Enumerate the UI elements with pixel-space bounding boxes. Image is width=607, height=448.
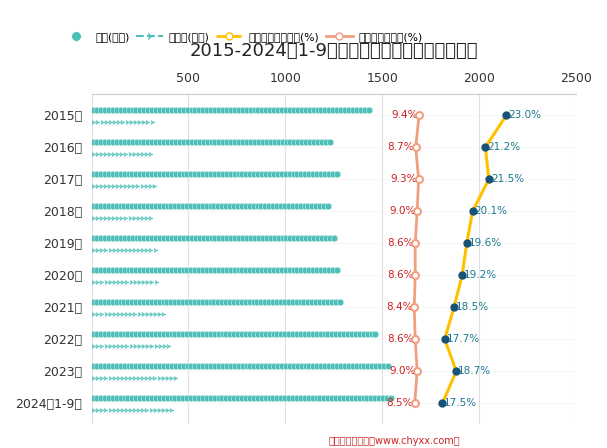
Text: 17.7%: 17.7% bbox=[447, 334, 480, 344]
Text: 20.1%: 20.1% bbox=[475, 206, 507, 216]
Text: 9.4%: 9.4% bbox=[391, 110, 418, 120]
Text: 8.6%: 8.6% bbox=[387, 334, 413, 344]
Text: 9.0%: 9.0% bbox=[389, 206, 416, 216]
Text: 8.5%: 8.5% bbox=[387, 398, 413, 408]
Text: 17.5%: 17.5% bbox=[444, 398, 478, 408]
Text: 8.6%: 8.6% bbox=[387, 270, 413, 280]
Text: 21.5%: 21.5% bbox=[491, 174, 524, 184]
Text: 8.6%: 8.6% bbox=[387, 238, 413, 248]
Text: 21.2%: 21.2% bbox=[487, 142, 520, 152]
Legend: 存货(亿元), 产成品(亿元), 存货占流动资产比(%), 存货占总资产比(%): 存货(亿元), 产成品(亿元), 存货占流动资产比(%), 存货占总资产比(%) bbox=[58, 27, 427, 46]
Text: 19.6%: 19.6% bbox=[469, 238, 502, 248]
Text: 9.0%: 9.0% bbox=[389, 366, 416, 376]
Text: 8.4%: 8.4% bbox=[386, 302, 413, 312]
Text: 制图：智研咨询（www.chyxx.com）: 制图：智研咨询（www.chyxx.com） bbox=[329, 436, 460, 446]
Text: 9.3%: 9.3% bbox=[390, 174, 417, 184]
Title: 2015-2024年1-9月黑龙江省工业企业存货统计图: 2015-2024年1-9月黑龙江省工业企业存货统计图 bbox=[189, 42, 478, 60]
Text: 23.0%: 23.0% bbox=[508, 110, 541, 120]
Text: 18.5%: 18.5% bbox=[456, 302, 489, 312]
Text: 18.7%: 18.7% bbox=[458, 366, 491, 376]
Text: 8.7%: 8.7% bbox=[388, 142, 414, 152]
Text: 19.2%: 19.2% bbox=[464, 270, 497, 280]
